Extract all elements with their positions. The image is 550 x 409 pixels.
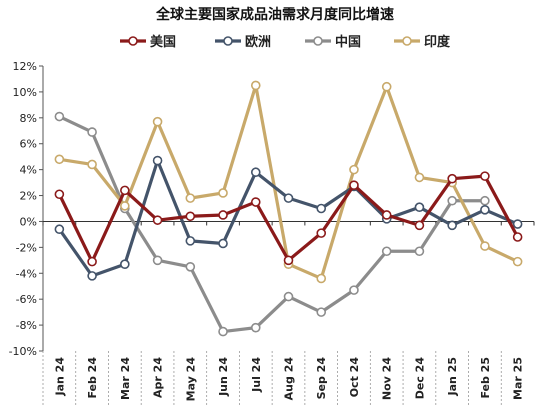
data-point bbox=[283, 291, 294, 302]
data-point bbox=[218, 188, 228, 198]
data-point bbox=[480, 204, 490, 215]
x-tick-label: Oct 24 bbox=[348, 357, 361, 398]
y-tick-label: -2% bbox=[16, 241, 37, 254]
y-tick-label: -4% bbox=[16, 267, 37, 280]
x-tick-label: Jan 24 bbox=[53, 357, 66, 397]
x-tick-label: Mar 24 bbox=[119, 357, 132, 400]
data-point bbox=[414, 172, 425, 183]
data-point bbox=[316, 203, 327, 214]
data-point bbox=[218, 238, 228, 249]
data-point bbox=[54, 224, 65, 235]
data-point bbox=[185, 211, 196, 222]
y-tick-label: -8% bbox=[16, 319, 37, 332]
x-tick-labels: Jan 24 Feb 24 Mar 24 Apr 24 May 24 Jun 24 Jul … bbox=[53, 357, 524, 402]
data-point bbox=[87, 127, 97, 137]
data-point bbox=[87, 159, 97, 170]
x-tick-label: Feb 24 bbox=[86, 357, 99, 399]
legend-marker bbox=[402, 36, 412, 46]
x-tick-label: Jan 25 bbox=[446, 357, 459, 396]
data-point bbox=[349, 180, 359, 190]
data-point bbox=[152, 215, 163, 225]
legend-label: 印度 bbox=[424, 34, 451, 50]
y-tick-label: 4% bbox=[20, 164, 37, 177]
legend-marker bbox=[223, 36, 233, 46]
legend-marker bbox=[313, 36, 323, 46]
data-point bbox=[381, 81, 392, 92]
series-1 bbox=[54, 155, 523, 281]
data-point bbox=[54, 111, 65, 122]
data-point bbox=[218, 210, 228, 220]
x-tick-label: Apr 24 bbox=[152, 357, 165, 398]
x-tick-label: Aug 24 bbox=[283, 357, 296, 401]
data-point bbox=[54, 189, 65, 200]
data-point bbox=[512, 219, 523, 229]
data-point bbox=[414, 246, 425, 257]
data-point bbox=[316, 307, 327, 317]
data-point bbox=[349, 164, 359, 175]
data-point bbox=[480, 171, 490, 181]
x-tick-label: Mar 25 bbox=[512, 357, 525, 400]
data-point bbox=[447, 195, 457, 206]
data-point bbox=[316, 273, 327, 284]
x-tick-label: Nov 24 bbox=[381, 357, 394, 400]
data-point bbox=[54, 154, 65, 165]
legend: 美国 欧洲 中国 印度 bbox=[120, 34, 451, 50]
data-point bbox=[250, 197, 261, 207]
y-tick-label: -6% bbox=[16, 293, 37, 306]
x-tick-label: Sep 24 bbox=[315, 357, 328, 400]
data-point bbox=[480, 195, 490, 206]
y-tick-label: 8% bbox=[20, 112, 37, 125]
legend-marker bbox=[128, 36, 138, 46]
data-point bbox=[120, 185, 130, 196]
x-tick-label: Jun 24 bbox=[217, 357, 230, 397]
data-point bbox=[152, 116, 163, 127]
data-point bbox=[152, 155, 163, 166]
legend-label: 欧洲 bbox=[245, 34, 271, 50]
legend-label: 美国 bbox=[150, 34, 176, 50]
chart-title: 全球主要国家成品油需求月度同比增速 bbox=[155, 6, 394, 23]
x-tick-label: May 24 bbox=[184, 357, 197, 402]
x-tick-label: Feb 25 bbox=[479, 357, 492, 399]
y-tick-label: 0% bbox=[20, 215, 37, 228]
data-point bbox=[120, 201, 130, 211]
data-point bbox=[349, 285, 359, 295]
data-point bbox=[283, 255, 294, 266]
data-point bbox=[185, 236, 196, 246]
data-point bbox=[250, 80, 261, 91]
data-point bbox=[250, 322, 261, 333]
series-0 bbox=[54, 171, 523, 267]
series-line bbox=[58, 115, 485, 334]
data-point bbox=[512, 232, 523, 242]
x-tick-label: Dec 24 bbox=[413, 357, 426, 400]
data-point bbox=[185, 193, 196, 203]
data-point bbox=[120, 259, 130, 270]
data-point bbox=[316, 228, 327, 238]
data-point bbox=[414, 202, 425, 213]
data-point bbox=[87, 256, 97, 267]
data-point bbox=[447, 173, 457, 184]
data-point bbox=[283, 193, 294, 203]
data-point bbox=[87, 271, 97, 281]
data-point bbox=[185, 261, 196, 272]
data-point bbox=[414, 220, 425, 231]
series-2 bbox=[54, 111, 490, 337]
y-tick-label: 2% bbox=[20, 190, 37, 203]
data-point bbox=[250, 167, 261, 178]
y-tick-label: 6% bbox=[20, 138, 37, 151]
y-tick-label: 12% bbox=[13, 60, 37, 73]
x-tick-label: Jul 24 bbox=[250, 357, 263, 393]
series-layer bbox=[54, 80, 523, 337]
data-point bbox=[381, 246, 392, 257]
data-point bbox=[480, 241, 490, 251]
data-point bbox=[152, 255, 163, 266]
y-tick-label: 10% bbox=[13, 86, 37, 99]
y-tick-label: -10% bbox=[9, 345, 37, 358]
data-point bbox=[218, 326, 228, 337]
data-point bbox=[381, 210, 392, 220]
legend-label: 中国 bbox=[335, 34, 361, 50]
data-point bbox=[447, 220, 457, 231]
data-point bbox=[512, 256, 523, 267]
